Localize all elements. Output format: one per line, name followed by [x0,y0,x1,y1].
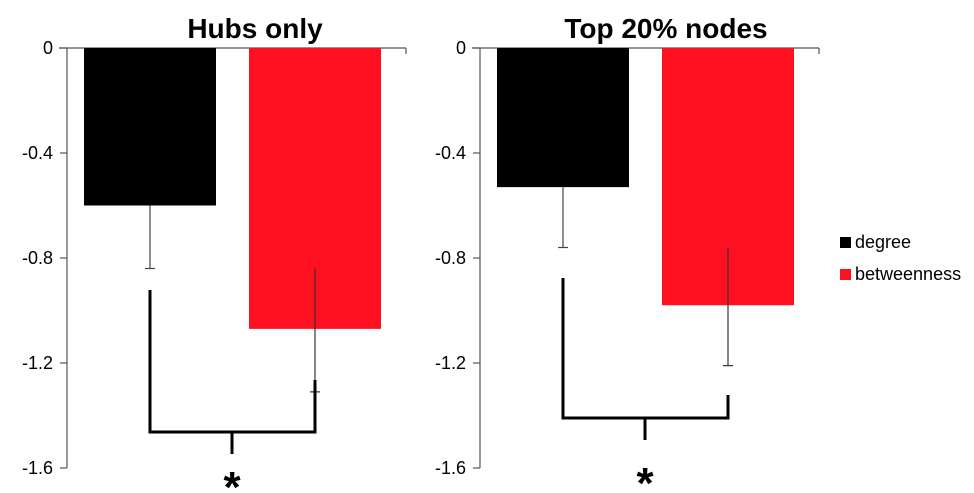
y-tick-label: -1.2 [435,353,466,373]
y-tick-label: 0 [456,38,466,58]
legend-swatch-betweenness [840,269,851,280]
y-tick-label: -0.4 [435,143,466,163]
significance-star: * [223,463,241,493]
y-tick-label: 0 [43,38,53,58]
legend-label-betweenness: betweenness [855,264,961,284]
significance-star: * [636,459,654,493]
chart-title-top-20-nodes: Top 20% nodes [564,13,767,44]
chart-title-hubs-only: Hubs only [187,13,323,44]
y-tick-label: -1.6 [22,458,53,478]
bars-hubs-only [84,48,381,392]
y-tick-label: -0.8 [22,248,53,268]
panel-top-20-nodes: Top 20% nodes 0 -0.4 -0.8 -1.2 -1.6 * [435,13,819,493]
significance-bracket-top-20-nodes: * [563,278,728,493]
legend: degree betweenness [840,232,961,284]
legend-label-degree: degree [855,232,911,252]
y-tick-label: -1.6 [435,458,466,478]
panel-hubs-only: Hubs only 0 -0.4 -0.8 -1.2 -1.6 * [22,13,406,493]
bars-top-20-nodes [497,48,794,366]
y-tick-label: -0.4 [22,143,53,163]
legend-swatch-degree [840,237,851,248]
y-tick-label: -0.8 [435,248,466,268]
y-tick-label: -1.2 [22,353,53,373]
bar-degree [497,48,629,187]
bar-degree [84,48,216,206]
